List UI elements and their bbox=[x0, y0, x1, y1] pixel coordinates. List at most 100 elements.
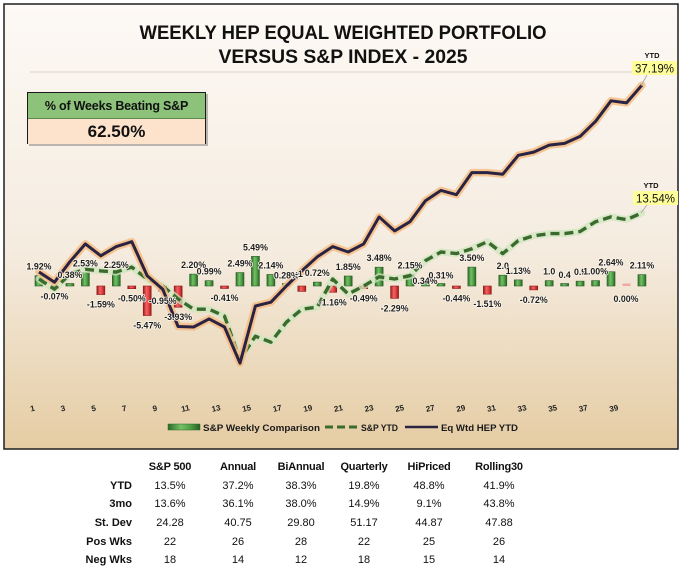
legend: S&P Weekly Comparison S&P YTD Eq Wtd HEP… bbox=[167, 423, 518, 434]
bar-label-week-37: 1.00% bbox=[583, 267, 608, 277]
table-cell: 24.28 bbox=[156, 517, 184, 530]
x-tick-label: 31 bbox=[486, 403, 497, 414]
bar-label-week-15: 5.49% bbox=[243, 242, 268, 252]
bar-week-14 bbox=[235, 272, 245, 287]
legend-item-sp-weekly-comparison[interactable]: S&P Weekly Comparison bbox=[167, 423, 320, 434]
bar-week-33 bbox=[529, 285, 539, 291]
x-tick-label: 1 bbox=[29, 404, 36, 414]
table-cell: 9.1% bbox=[416, 498, 442, 511]
chart: WEEKLY HEP EQUAL WEIGHTED PORTFOLIO VERS… bbox=[3, 3, 679, 450]
bar-label-week-25: 2.15% bbox=[398, 260, 423, 270]
bar-week-35 bbox=[560, 283, 569, 287]
x-tick-label: 33 bbox=[517, 403, 528, 414]
bar-label-week-23: 3.48% bbox=[367, 253, 392, 263]
bar-week-4 bbox=[81, 272, 90, 287]
bar-label-week-3: 0.38% bbox=[57, 270, 82, 280]
bar-week-36 bbox=[575, 280, 585, 287]
bar-label-week-21: 1.85% bbox=[336, 262, 361, 272]
table-cell: 25 bbox=[422, 535, 436, 548]
bar-week-15 bbox=[251, 256, 260, 287]
bar-label-week-24: -2.29% bbox=[381, 303, 409, 313]
bar-label-week-2: -0.07% bbox=[41, 291, 69, 301]
summary-box-value: 62.50% bbox=[28, 119, 205, 144]
bar-label-week-29: 3.50% bbox=[459, 253, 484, 263]
bar-label-week-13: -0.41% bbox=[211, 293, 239, 303]
x-tick-label: 35 bbox=[547, 403, 558, 414]
x-tick-label: 15 bbox=[241, 403, 252, 414]
ytd-lines bbox=[35, 81, 646, 367]
bar-label-week-18: -1 bbox=[295, 269, 303, 279]
bar-label-week-35: 0.4 bbox=[559, 270, 571, 280]
table-cell: 13.5% bbox=[154, 479, 186, 492]
bar-week-19 bbox=[312, 281, 322, 287]
row-label: St. Dev bbox=[94, 517, 132, 530]
hep-callout-value: 37.19% bbox=[635, 64, 674, 76]
bar-label-week-1: 1.92% bbox=[27, 262, 52, 272]
row-label: YTD bbox=[110, 479, 132, 492]
bar-label-week-9: -0.95% bbox=[149, 296, 177, 306]
table-cell: 22 bbox=[163, 535, 177, 548]
table-cell: 38.0% bbox=[285, 498, 317, 511]
legend-label: Eq Wtd HEP YTD bbox=[441, 423, 518, 434]
bar-label-week-38: 2.64% bbox=[599, 258, 624, 268]
table-cell: 47.88 bbox=[485, 517, 513, 530]
table-cell: 19.8% bbox=[348, 479, 380, 492]
x-tick-label: 37 bbox=[578, 403, 589, 414]
table-cell: 22 bbox=[357, 535, 371, 548]
legend-bar-swatch bbox=[167, 423, 201, 431]
table-cell: 26 bbox=[231, 535, 245, 548]
column-header: BiAnnual bbox=[277, 461, 325, 474]
bar-label-week-20: -1.16% bbox=[319, 297, 347, 307]
bar-data-labels: 1.92% -0.07% 0.38% 2.53% -1.59% 2.25% -0.50% -5… bbox=[26, 242, 655, 332]
table-cell: 15 bbox=[422, 554, 436, 567]
table-cell: 48.8% bbox=[413, 479, 445, 492]
sp-callout-box bbox=[633, 191, 678, 205]
x-tick-label: 3 bbox=[60, 404, 67, 414]
bar-week-24 bbox=[390, 285, 399, 299]
x-axis-tick-labels: 1 3 5 7 9 11 13 15 17 19 21 23 25 27 29 31 33 35 37 39 bbox=[29, 403, 619, 414]
bar-week-31 bbox=[498, 274, 508, 287]
bar-week-38 bbox=[606, 271, 616, 287]
bar-week-27 bbox=[436, 283, 446, 287]
table-cell: 14.9% bbox=[348, 498, 380, 511]
x-tick-label: 21 bbox=[333, 403, 344, 414]
hep-callout-leader bbox=[640, 74, 648, 87]
bar-label-week-39: 0.00% bbox=[614, 294, 639, 304]
legend-label: S&P YTD bbox=[361, 423, 398, 434]
bar-week-21 bbox=[343, 275, 353, 287]
bar-label-week-16: 2.14% bbox=[258, 260, 283, 270]
column-header: Annual bbox=[219, 461, 257, 474]
bar-week-26 bbox=[421, 283, 430, 287]
x-tick-label: 29 bbox=[456, 403, 467, 414]
table-cell: 44.87 bbox=[415, 517, 443, 530]
stats-table: S&P 500 Annual BiAnnual Quarterly HiPric… bbox=[0, 458, 536, 570]
bar-label-week-11: 2.20% bbox=[181, 260, 206, 270]
bar-week-28 bbox=[452, 285, 461, 289]
bar-label-week-30: -1.51% bbox=[473, 299, 501, 309]
table-cell: 38.3% bbox=[285, 479, 317, 492]
table-cell: 37.2% bbox=[222, 479, 254, 492]
table-cell: 18 bbox=[357, 554, 371, 567]
table-cell: 14 bbox=[492, 554, 506, 567]
chart-frame bbox=[3, 3, 679, 450]
bar-week-18 bbox=[297, 285, 307, 292]
hep-callout-box bbox=[632, 61, 677, 75]
x-tick-label: 17 bbox=[272, 403, 283, 414]
bar-label-week-14: 2.49% bbox=[228, 259, 253, 269]
bar-week-39 bbox=[622, 283, 631, 286]
table-cell: 51.17 bbox=[350, 517, 378, 530]
x-tick-label: 25 bbox=[394, 403, 405, 414]
bar-week-34 bbox=[544, 280, 554, 287]
legend-item-sp-ytd[interactable]: S&P YTD bbox=[325, 423, 398, 434]
row-label: Pos Wks bbox=[86, 535, 132, 548]
bar-week-29 bbox=[467, 266, 477, 287]
legend-item-eq-wtd-hep-ytd[interactable]: Eq Wtd HEP YTD bbox=[405, 423, 518, 434]
x-tick-label: 39 bbox=[609, 403, 620, 414]
bar-label-week-36: 0.9 bbox=[574, 267, 586, 277]
x-tick-label: 5 bbox=[91, 404, 98, 414]
bar-week-8 bbox=[142, 285, 152, 316]
sp-ytd-line bbox=[38, 211, 643, 362]
bar-label-week-33: -0.72% bbox=[520, 295, 548, 305]
bar-label-week-31: 2.0 bbox=[497, 261, 509, 271]
chart-title-line-1: WEEKLY HEP EQUAL WEIGHTED PORTFOLIO bbox=[140, 23, 547, 44]
